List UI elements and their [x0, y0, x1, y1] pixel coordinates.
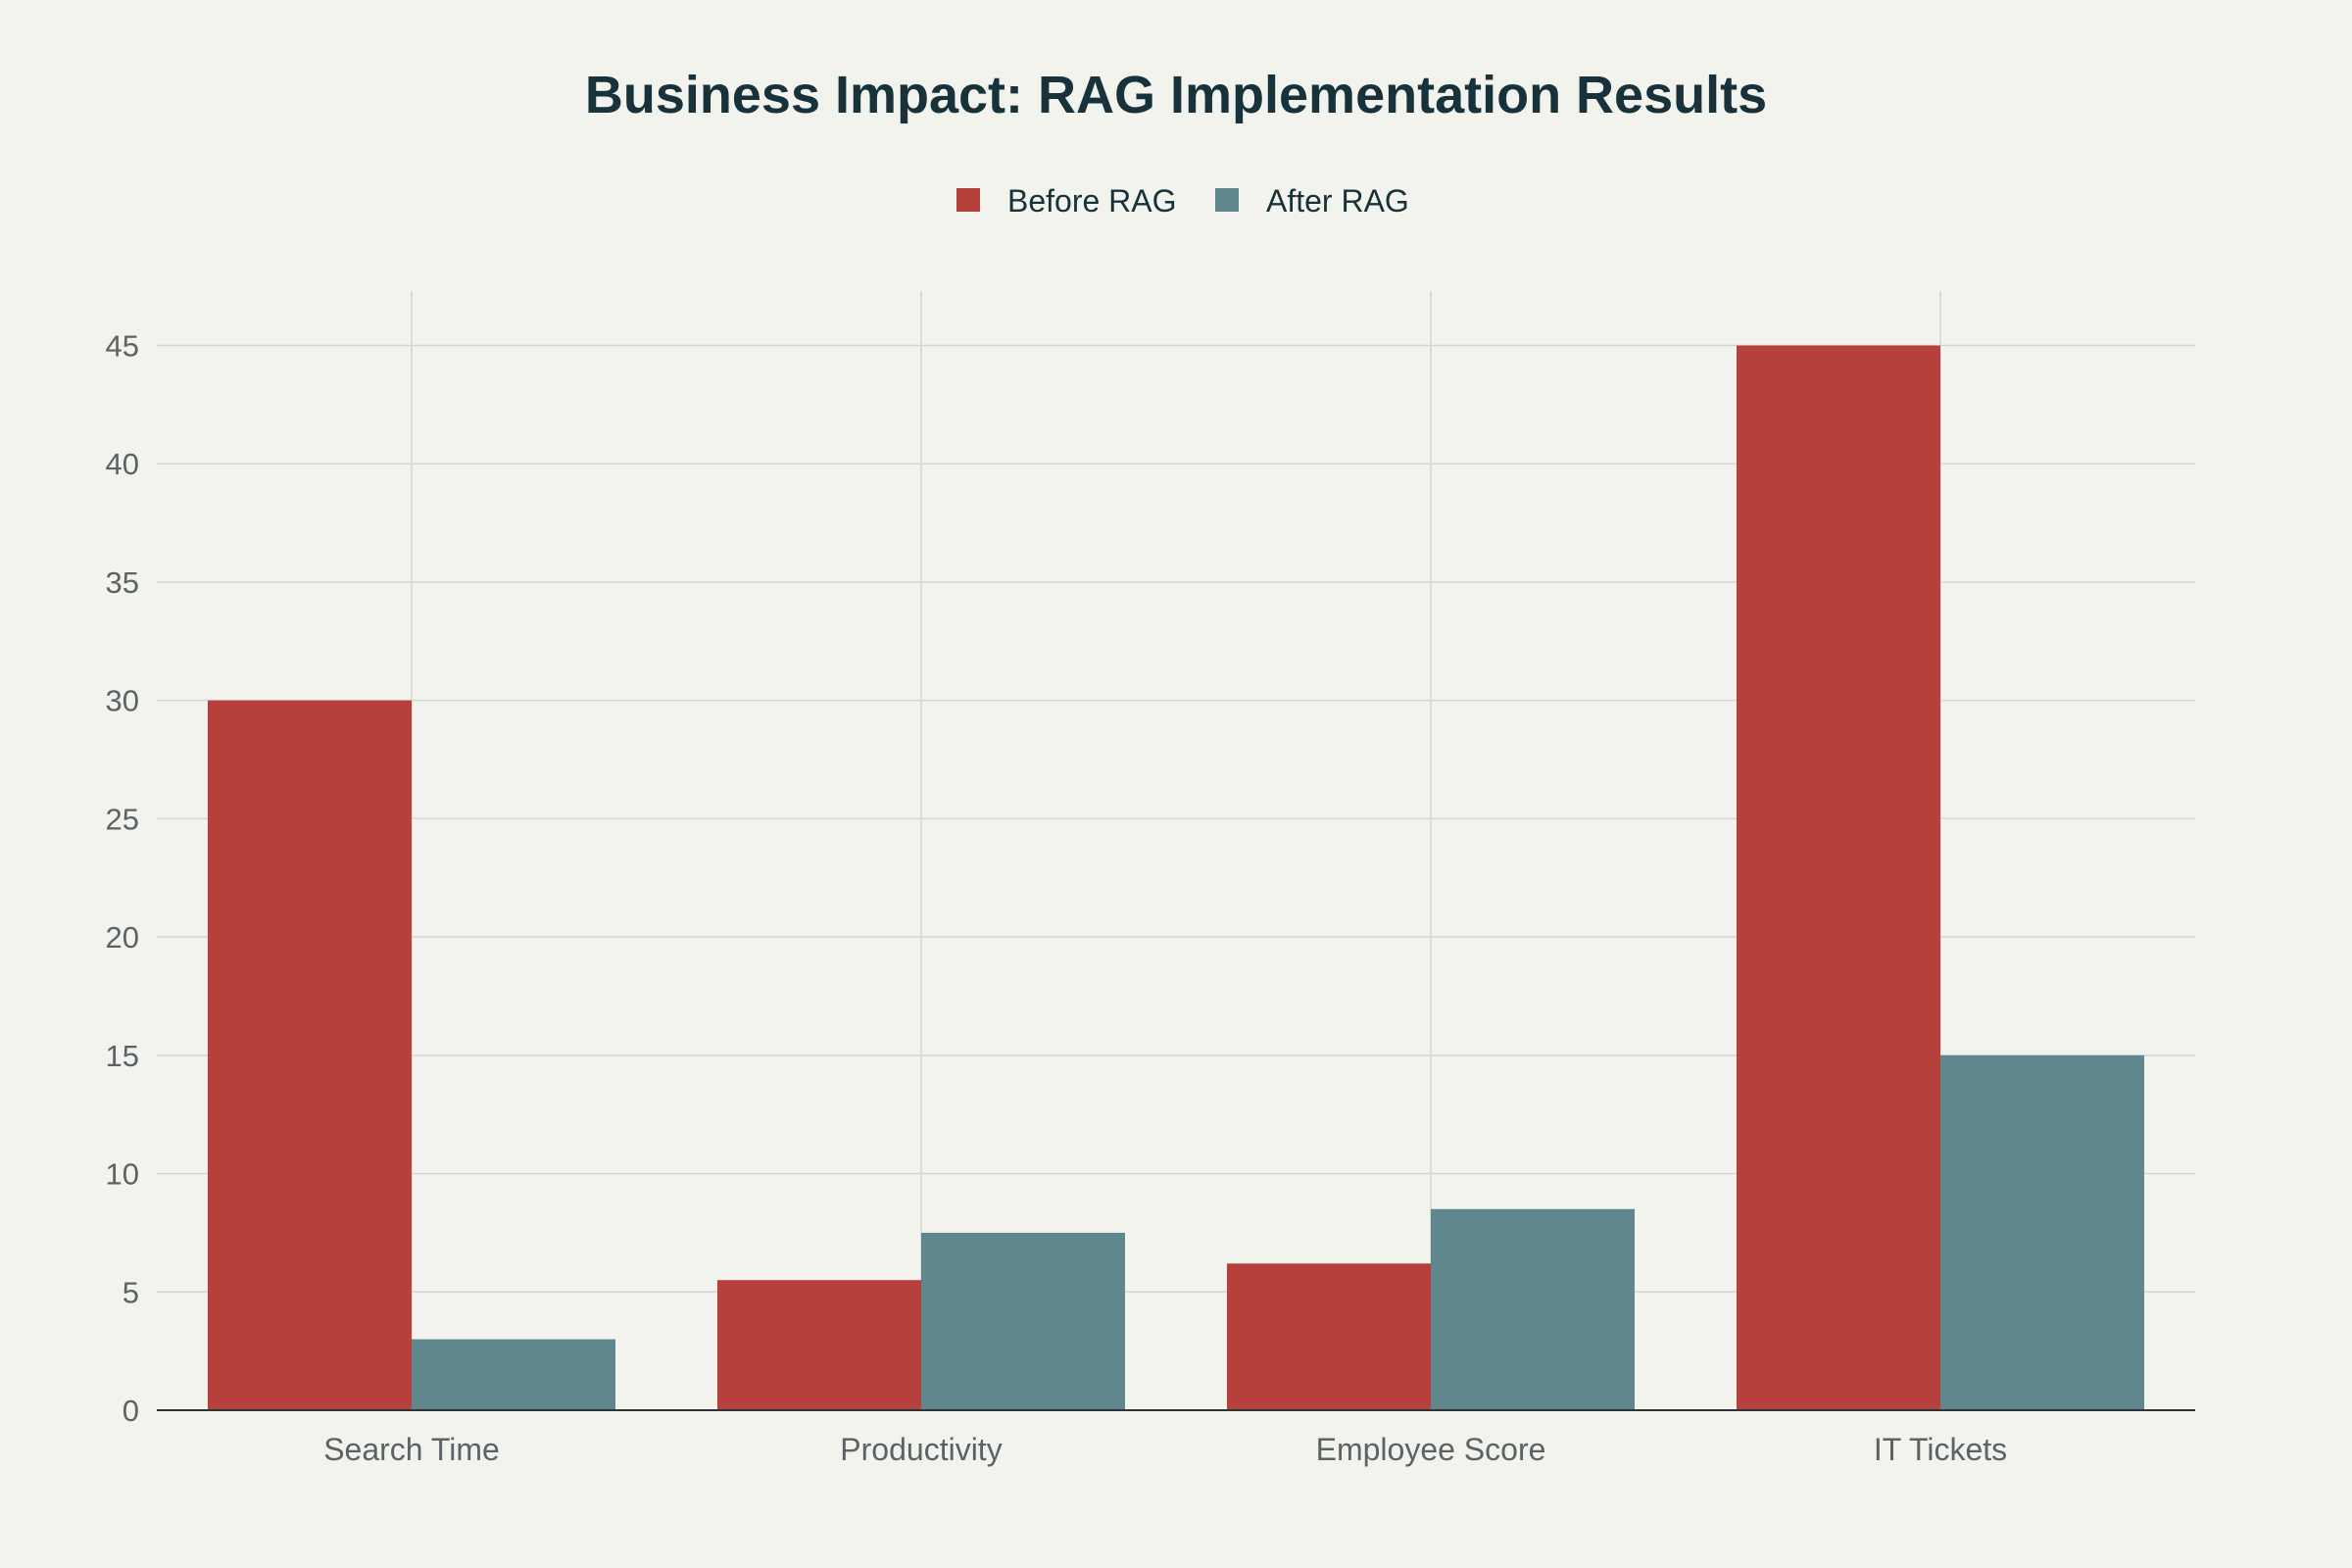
y-tick-label: 5	[122, 1275, 139, 1309]
bar-after-rag-employee-score	[1431, 1208, 1635, 1410]
bar-before-rag-employee-score	[1227, 1263, 1431, 1410]
bar-before-rag-search-time	[208, 700, 412, 1410]
y-tick-label: 35	[106, 565, 139, 600]
chart-title: Business Impact: RAG Implementation Resu…	[585, 66, 1767, 124]
x-tick-label: Productivity	[840, 1432, 1002, 1467]
y-tick-label: 45	[106, 329, 139, 364]
tick-labels: 0 5 10 15 20 25 30 35 40 45 Search Time Productivit…	[106, 329, 2008, 1467]
legend-label: Before RAG	[1007, 183, 1177, 219]
legend-label: After RAG	[1266, 183, 1409, 219]
x-tick-label: Employee Score	[1316, 1432, 1546, 1467]
y-tick-label: 0	[122, 1394, 139, 1428]
y-tick-label: 15	[106, 1039, 139, 1073]
bar-after-rag-search-time	[412, 1339, 615, 1410]
y-tick-label: 40	[106, 447, 139, 481]
y-tick-label: 10	[106, 1157, 139, 1192]
bar-after-rag-it-tickets	[1940, 1054, 2144, 1410]
bars	[208, 345, 2144, 1411]
bar-after-rag-productivity	[921, 1232, 1125, 1410]
y-tick-label: 20	[106, 920, 139, 955]
y-tick-label: 30	[106, 684, 139, 718]
legend-swatch-after-rag	[1215, 188, 1239, 212]
bar-before-rag-it-tickets	[1737, 345, 1940, 1411]
x-tick-label: Search Time	[323, 1432, 500, 1467]
legend: Before RAG After RAG	[956, 183, 1409, 219]
legend-swatch-before-rag	[956, 188, 980, 212]
bar-before-rag-productivity	[717, 1280, 921, 1410]
x-tick-label: IT Tickets	[1874, 1432, 2007, 1467]
y-tick-label: 25	[106, 802, 139, 836]
